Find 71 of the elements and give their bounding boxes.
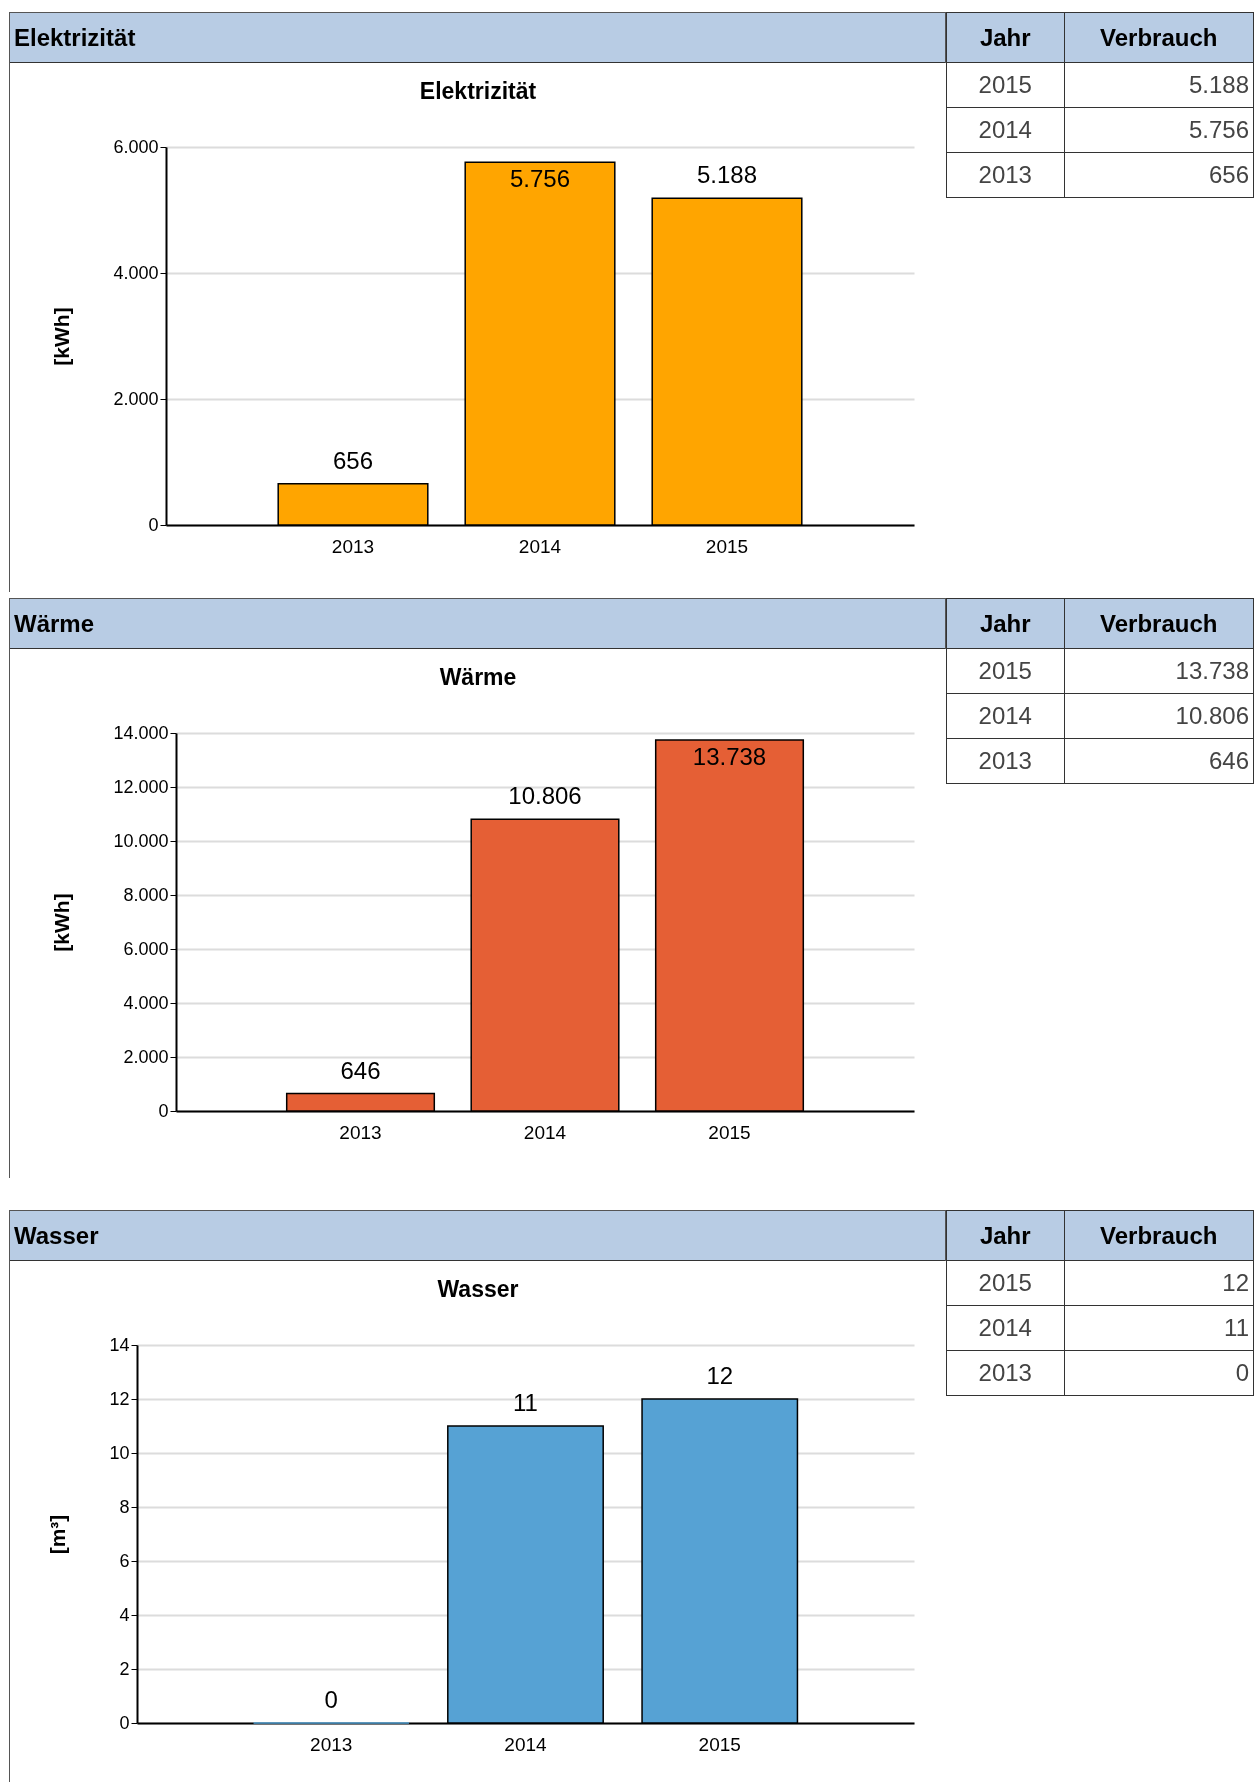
chart-subtitle: Wärme: [439, 664, 517, 690]
y-tick-label: 4.000: [113, 262, 159, 283]
category-label: 2015: [978, 657, 1032, 684]
text: 0: [1235, 1359, 1249, 1386]
data-label: 646: [340, 1056, 381, 1084]
text: Verbrauch: [1064, 1210, 1254, 1261]
y-tick-label: 2.000: [123, 1046, 169, 1067]
text: Jahr: [946, 1210, 1065, 1261]
text: 5.756: [1188, 116, 1249, 143]
x-tick-label: 2013: [310, 1733, 353, 1755]
category-label: 2013: [978, 1359, 1032, 1386]
text: Jahr: [946, 598, 1065, 649]
text: Jahr: [946, 12, 1065, 63]
data-label: 13.738: [692, 743, 767, 771]
category-label: 2015: [978, 71, 1032, 98]
x-tick-label: 2014: [518, 535, 562, 557]
y-tick-label: 4: [119, 1604, 130, 1625]
y-tick-label: 0: [158, 1100, 169, 1121]
category-label: 2014: [978, 702, 1032, 729]
text: Verbrauch: [1064, 12, 1254, 63]
y-tick-label: 4.000: [123, 992, 169, 1013]
category-label: 2013: [978, 747, 1032, 774]
y-tick-label: 8: [119, 1496, 130, 1517]
y-tick-label: 2: [119, 1658, 130, 1679]
y-axis-title: [kWh]: [50, 893, 74, 952]
x-tick-label: 2015: [698, 1733, 741, 1755]
text: 10.806: [1175, 702, 1249, 729]
data-label: 12: [706, 1362, 734, 1389]
chart-subtitle: Elektrizität: [419, 78, 537, 104]
data-label: 11: [513, 1389, 538, 1416]
text: Verbrauch: [1064, 598, 1254, 649]
data-label: 0: [324, 1686, 338, 1713]
text: 11: [1224, 1314, 1249, 1341]
y-axis-title: [m³]: [46, 1514, 70, 1555]
y-tick-label: 10: [109, 1442, 130, 1463]
data-label: 5.756: [509, 165, 571, 193]
category-label: 2014: [978, 1314, 1032, 1341]
y-tick-label: 12.000: [113, 776, 169, 797]
chart-title: Elektrizität: [10, 13, 945, 63]
x-tick-label: 2014: [523, 1121, 567, 1143]
chart-title: Wärme: [10, 599, 945, 649]
y-tick-label: 6.000: [113, 136, 159, 157]
y-axis-title: [kWh]: [50, 307, 74, 366]
x-tick-label: 2013: [331, 535, 375, 557]
y-tick-label: 2.000: [113, 388, 159, 409]
category-label: 2013: [978, 161, 1032, 188]
x-tick-label: 2013: [339, 1121, 382, 1143]
text: 656: [1208, 161, 1249, 188]
chart-subtitle: Wasser: [437, 1276, 519, 1302]
category-label: 2015: [978, 1269, 1032, 1296]
text: 12: [1222, 1269, 1249, 1296]
text: 646: [1208, 747, 1249, 774]
y-tick-label: 0: [119, 1712, 130, 1733]
data-label: 5.188: [696, 161, 758, 189]
x-tick-label: 2014: [504, 1733, 548, 1755]
y-tick-label: 12: [109, 1388, 130, 1409]
y-tick-label: 0: [148, 514, 159, 535]
x-tick-label: 2015: [705, 535, 749, 557]
text: 5.188: [1188, 71, 1249, 98]
category-label: 2014: [978, 116, 1032, 143]
data-label: 10.806: [508, 782, 582, 810]
chart-title: Wasser: [10, 1211, 945, 1261]
y-tick-label: 14: [109, 1334, 130, 1355]
y-tick-label: 8.000: [123, 884, 169, 905]
y-tick-label: 6: [119, 1550, 130, 1571]
y-tick-label: 14.000: [113, 722, 169, 743]
y-tick-label: 6.000: [123, 938, 169, 959]
x-tick-label: 2015: [708, 1121, 751, 1143]
text: 13.738: [1175, 657, 1249, 684]
data-label: 656: [332, 446, 374, 474]
y-tick-label: 10.000: [113, 830, 169, 851]
